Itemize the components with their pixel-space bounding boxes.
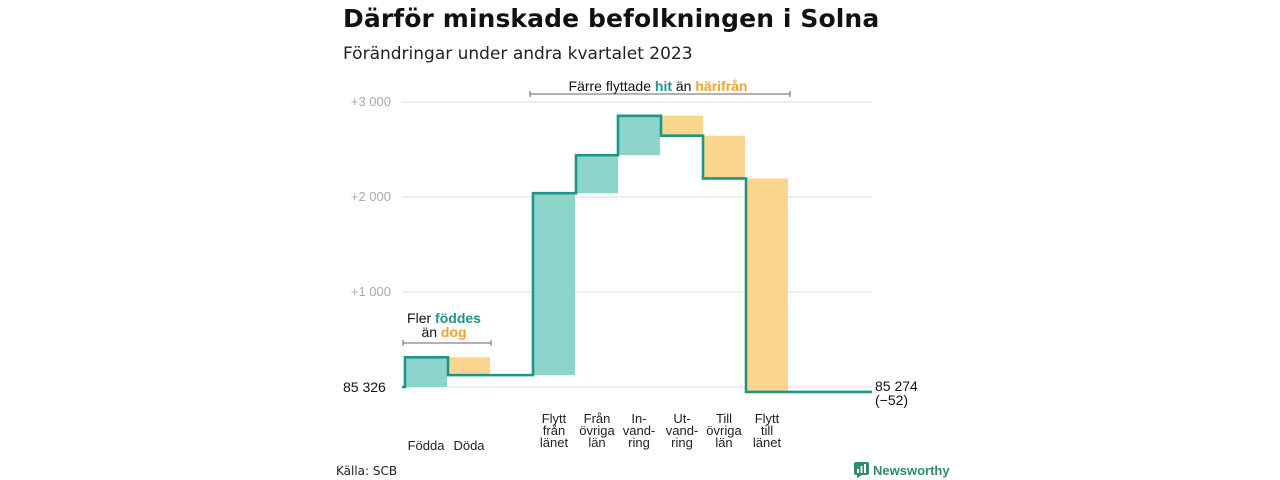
annotation-part: än	[672, 78, 695, 94]
category-label: Flytt	[755, 411, 780, 426]
category-label: vand-	[666, 423, 699, 438]
annotation-bracket-moved	[529, 91, 791, 97]
category-label: övriga	[579, 423, 615, 438]
newsworthy-logo: Newsworthy	[854, 462, 950, 478]
category-label: till	[761, 423, 773, 438]
category-label: Döda	[453, 438, 485, 453]
annotation-part: Fler	[407, 310, 435, 326]
annotation-part: Färre flyttade	[569, 78, 655, 94]
annotation-bracket-born	[402, 340, 492, 346]
end-value-label: 85 274	[875, 378, 918, 394]
category-label: Till	[716, 411, 732, 426]
category-label: övriga	[706, 423, 742, 438]
category-label: ring	[628, 435, 650, 450]
category-label: län	[715, 435, 732, 450]
newsworthy-logo-icon	[854, 462, 869, 478]
category-label: Födda	[408, 438, 446, 453]
chart-subtitle: Förändringar under andra kvartalet 2023	[343, 44, 693, 64]
y-tick-label: +1 000	[351, 284, 391, 299]
annotation-born-line2: än dog	[421, 324, 466, 340]
category-label: Ut-	[673, 411, 690, 426]
source-note: Källa: SCB	[336, 464, 398, 478]
annotation-part: dog	[441, 324, 467, 340]
category-label: Flytt	[542, 411, 567, 426]
annotation-part: hit	[655, 78, 672, 94]
category-label: vand-	[623, 423, 656, 438]
waterfall-bar	[405, 357, 447, 387]
category-label: ring	[671, 435, 693, 450]
annotation-moved: Färre flyttade hit än härifrån	[569, 78, 748, 94]
y-tick-label: +2 000	[351, 189, 391, 204]
waterfall-bar	[533, 193, 575, 376]
y-tick-label: +3 000	[351, 94, 391, 109]
category-label: från	[543, 423, 565, 438]
category-label: län	[588, 435, 605, 450]
start-value-label: 85 326	[343, 379, 386, 395]
waterfall-bar	[746, 178, 788, 392]
annotation-part: än	[421, 324, 440, 340]
category-label: länet	[753, 435, 782, 450]
brand-name: Newsworthy	[873, 462, 950, 478]
waterfall-bar	[448, 357, 490, 376]
annotation-part: föddes	[435, 310, 481, 326]
category-label: Från	[584, 411, 611, 426]
chart-title: Därför minskade befolkningen i Solna	[343, 4, 880, 33]
waterfall-bar	[576, 155, 618, 194]
end-change-label: (−52)	[875, 392, 908, 408]
waterfall-bar	[661, 115, 703, 136]
cumulative-step-line	[402, 114, 872, 394]
category-label: In-	[631, 411, 646, 426]
category-label: länet	[540, 435, 569, 450]
annotation-born-line1: Fler föddes	[407, 310, 481, 326]
waterfall-bar	[618, 115, 660, 156]
waterfall-bar	[703, 135, 745, 179]
annotation-part: härifrån	[695, 78, 747, 94]
